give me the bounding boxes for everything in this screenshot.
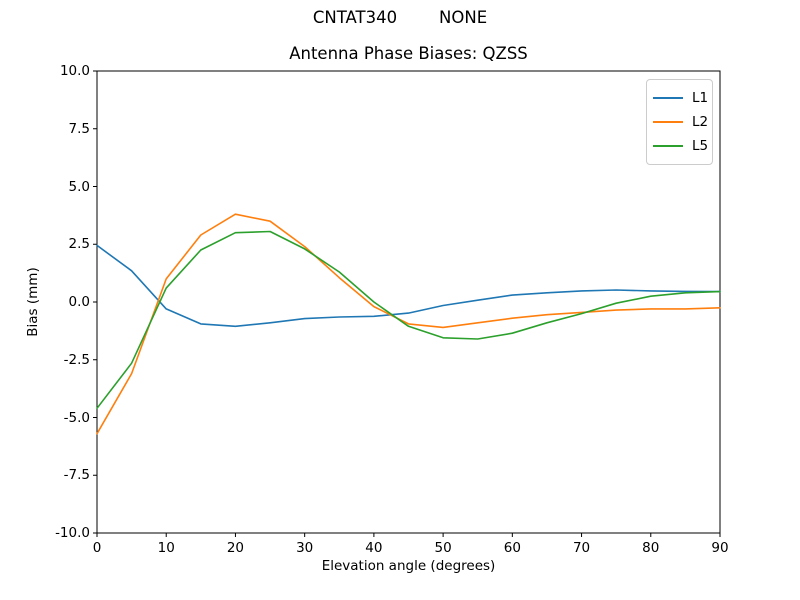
legend-label-l1: L1: [692, 90, 709, 106]
legend-label-l5: L5: [692, 138, 709, 154]
y-tick-label: 0.0: [68, 294, 90, 310]
legend-line-swatch-l1: [653, 97, 683, 99]
legend-item-l2: L2: [653, 110, 712, 134]
legend-label-l2: L2: [692, 114, 709, 130]
y-tick-label: -5.0: [63, 409, 90, 426]
y-tick-label: 7.5: [68, 120, 90, 137]
x-tick-label: 50: [434, 540, 452, 556]
x-tick-label: 80: [642, 540, 660, 556]
y-axis-label: Bias (mm): [25, 267, 41, 337]
legend-item-l1: L1: [653, 86, 712, 110]
x-axis-label: Elevation angle (degrees): [321, 558, 496, 574]
y-tick-label: -2.5: [63, 351, 90, 368]
legend: L1 L2 L5: [646, 79, 713, 165]
figure-suptitle: CNTAT340 NONE: [312, 8, 488, 27]
x-tick-label: 40: [365, 540, 383, 556]
line-l1: [96, 244, 721, 328]
line-l2: [96, 213, 721, 435]
y-tick-label: 5.0: [68, 178, 90, 195]
y-tick-label: 2.5: [68, 236, 90, 253]
legend-line-swatch-l2: [653, 121, 683, 123]
legend-item-l5: L5: [653, 134, 712, 158]
x-tick-label: 0: [92, 540, 102, 556]
x-tick-label: 60: [503, 540, 521, 556]
y-tick-label: -10.0: [55, 525, 90, 541]
axes-frame: [96, 70, 721, 534]
y-tick-label: -7.5: [63, 467, 90, 484]
x-tick-label: 70: [572, 540, 591, 556]
x-tick-label: 30: [296, 540, 314, 556]
chart-title: Antenna Phase Biases: QZSS: [289, 44, 528, 63]
y-tick-label: 10.0: [59, 63, 90, 79]
line-l5: [96, 230, 721, 410]
x-tick-label: 10: [157, 540, 175, 556]
x-tick-label: 90: [711, 540, 729, 556]
legend-line-swatch-l5: [653, 145, 683, 147]
x-tick-label: 20: [226, 540, 245, 556]
